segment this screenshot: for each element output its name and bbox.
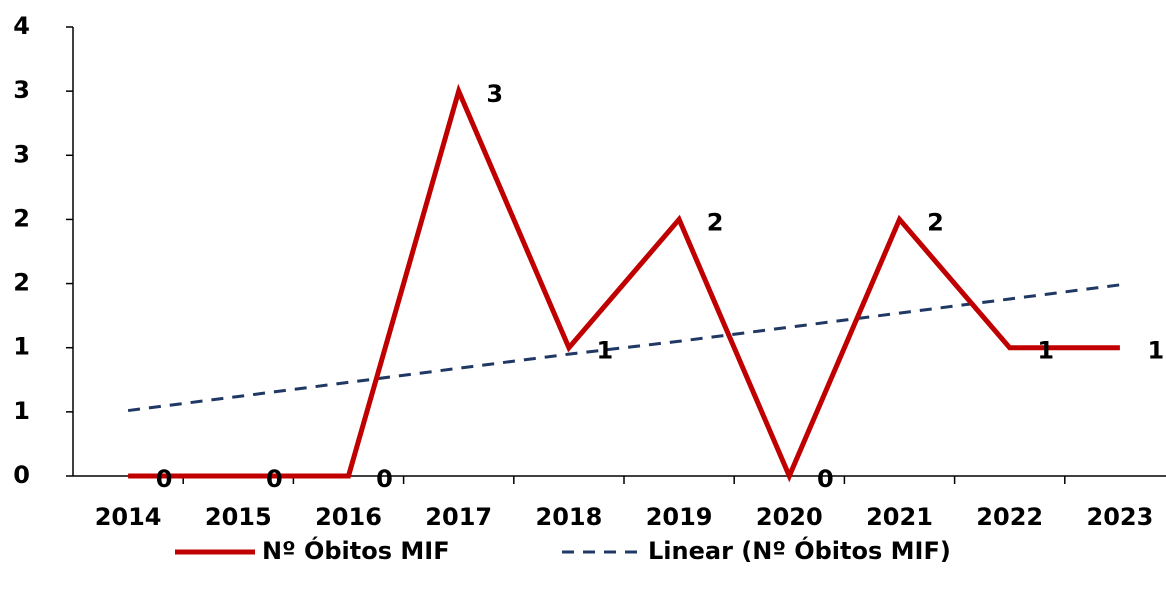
y-tick-label: 3 — [13, 76, 30, 104]
data-line — [128, 83, 1120, 483]
x-tick-label: 2016 — [315, 503, 382, 531]
data-label: 2 — [707, 208, 724, 236]
data-label: 0 — [817, 465, 834, 493]
legend-label: Linear (Nº Óbitos MIF) — [648, 535, 951, 565]
y-tick-label: 3 — [13, 140, 30, 168]
x-tick-label: 2021 — [866, 503, 933, 531]
data-label: 0 — [266, 465, 283, 493]
y-tick-label: 1 — [13, 397, 30, 425]
y-tick-label: 2 — [13, 269, 30, 297]
y-tick-label: 4 — [13, 12, 30, 40]
y-tick-label: 0 — [13, 461, 30, 489]
x-tick-label: 2017 — [425, 503, 492, 531]
data-label: 0 — [156, 465, 173, 493]
data-label: 3 — [486, 80, 503, 108]
x-tick-label: 2015 — [205, 503, 272, 531]
legend-label: Nº Óbitos MIF — [262, 535, 450, 565]
x-tick-label: 2022 — [976, 503, 1043, 531]
x-tick-label: 2023 — [1087, 503, 1154, 531]
x-tick-label: 2020 — [756, 503, 823, 531]
x-tick-label: 2014 — [95, 503, 162, 531]
data-label: 0 — [376, 465, 393, 493]
data-label: 1 — [597, 337, 614, 365]
x-tick-label: 2019 — [646, 503, 713, 531]
y-tick-label: 2 — [13, 204, 30, 232]
data-label: 2 — [927, 208, 944, 236]
y-tick-label: 1 — [13, 333, 30, 361]
x-tick-label: 2018 — [536, 503, 603, 531]
data-label: 1 — [1148, 337, 1165, 365]
data-label: 1 — [1037, 337, 1054, 365]
